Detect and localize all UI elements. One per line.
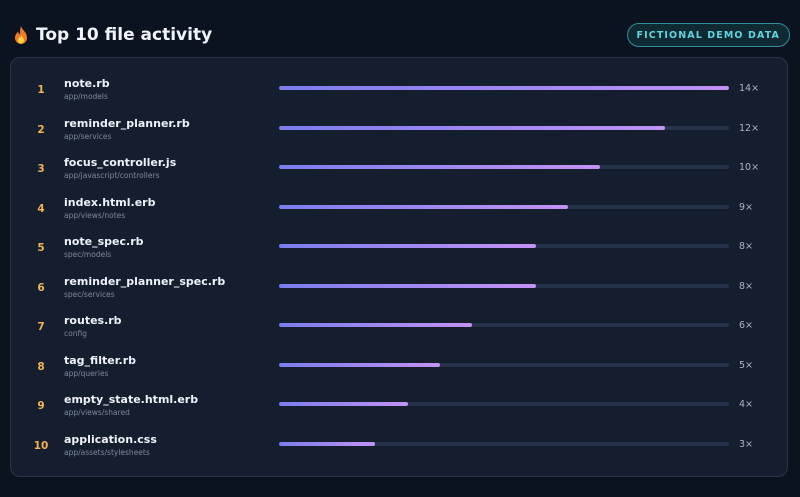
file-row-10: 10 application.css app/assets/stylesheets 3… bbox=[11, 432, 787, 462]
file-row-2: 2 reminder_planner.rb app/services 12× bbox=[11, 116, 787, 146]
bar-3 bbox=[279, 165, 601, 169]
file-path: app/javascript/controllers bbox=[64, 171, 160, 180]
bar-4 bbox=[279, 204, 569, 209]
bar-7 bbox=[279, 323, 472, 327]
count-label: 4× bbox=[739, 399, 754, 410]
file-row-6: 6 reminder_planner_spec.rb spec/services 8× bbox=[11, 274, 787, 304]
file-path: app/queries bbox=[64, 368, 109, 378]
file-name: empty_state.html.erb bbox=[64, 393, 199, 406]
bar-6 bbox=[279, 283, 537, 288]
count-label: 3× bbox=[739, 438, 754, 450]
bar-track bbox=[279, 362, 729, 367]
rank-number: 1 bbox=[37, 84, 45, 96]
file-path: app/views/notes bbox=[64, 210, 126, 220]
file-row-8: 8 tag_filter.rb app/queries 5× bbox=[11, 353, 787, 383]
file-name: reminder_planner.rb bbox=[64, 116, 190, 130]
bar-track bbox=[279, 402, 729, 406]
page-title: Top 10 file activity bbox=[36, 25, 213, 45]
rank-number: 8 bbox=[37, 360, 45, 373]
header: Top 10 file activity FICTIONAL DEMO DATA bbox=[12, 22, 790, 48]
bar-track bbox=[279, 86, 729, 90]
file-row-1: 1 note.rb app/models 14× bbox=[11, 76, 787, 106]
rank-number: 5 bbox=[37, 242, 45, 254]
bar-track bbox=[279, 441, 729, 446]
bar-2 bbox=[279, 125, 665, 130]
rank-number: 6 bbox=[37, 281, 45, 294]
file-name: reminder_planner_spec.rb bbox=[64, 274, 226, 288]
bar-track bbox=[279, 125, 729, 130]
file-row-3: 3 focus_controller.js app/javascript/contr… bbox=[11, 155, 787, 185]
bar-10 bbox=[279, 441, 376, 446]
bar-track bbox=[279, 244, 729, 248]
count-label: 5× bbox=[739, 359, 754, 371]
count-label: 12× bbox=[739, 122, 760, 134]
count-label: 10× bbox=[739, 162, 760, 173]
fire-icon bbox=[15, 26, 27, 44]
bar-9 bbox=[279, 402, 408, 406]
file-row-7: 7 routes.rb config 6× bbox=[11, 313, 787, 343]
bar-1 bbox=[279, 86, 729, 90]
count-label: 14× bbox=[739, 83, 760, 94]
file-path: app/views/shared bbox=[64, 408, 130, 417]
title-group: Top 10 file activity bbox=[12, 25, 212, 45]
rank-number: 9 bbox=[37, 400, 45, 412]
demo-data-badge: FICTIONAL DEMO DATA bbox=[626, 23, 790, 47]
rank-number: 4 bbox=[37, 202, 45, 215]
bar-5 bbox=[279, 244, 537, 248]
bar-track bbox=[279, 283, 729, 288]
file-path: app/models bbox=[64, 92, 108, 101]
rank-number: 2 bbox=[37, 123, 45, 136]
file-path: spec/models bbox=[64, 250, 112, 259]
file-path: app/services bbox=[64, 131, 112, 141]
file-name: note.rb bbox=[64, 77, 110, 90]
file-name: index.html.erb bbox=[64, 195, 156, 209]
file-name: application.css bbox=[64, 432, 157, 446]
file-name: routes.rb bbox=[64, 314, 122, 327]
file-path: config bbox=[64, 329, 87, 338]
file-name: note_spec.rb bbox=[64, 235, 144, 248]
file-row-9: 9 empty_state.html.erb app/views/shared 4× bbox=[11, 392, 787, 422]
bar-track bbox=[279, 204, 729, 209]
bar-track bbox=[279, 165, 729, 169]
file-path: app/assets/stylesheets bbox=[64, 447, 150, 457]
bar-8 bbox=[279, 362, 440, 367]
file-name: tag_filter.rb bbox=[64, 353, 137, 367]
bar-track bbox=[279, 323, 729, 327]
file-activity-panel: 1 note.rb app/models 14× 2 reminder_planner.r… bbox=[10, 57, 788, 477]
file-row-4: 4 index.html.erb app/views/notes 9× bbox=[11, 195, 787, 225]
count-label: 8× bbox=[739, 280, 754, 292]
file-path: spec/services bbox=[64, 289, 115, 299]
count-label: 9× bbox=[739, 201, 754, 213]
rank-number: 3 bbox=[37, 163, 45, 175]
file-row-5: 5 note_spec.rb spec/models 8× bbox=[11, 234, 787, 264]
file-name: focus_controller.js bbox=[64, 156, 177, 169]
count-label: 8× bbox=[739, 241, 754, 252]
rank-number: 7 bbox=[37, 321, 45, 333]
rank-number: 10 bbox=[33, 439, 49, 452]
count-label: 6× bbox=[739, 320, 754, 331]
